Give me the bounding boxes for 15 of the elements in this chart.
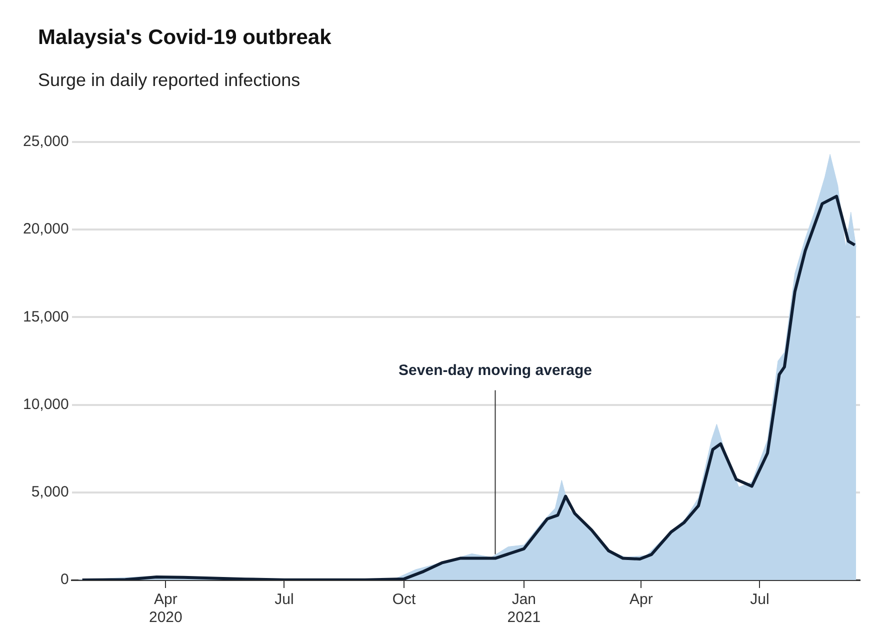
x-tick-label: Jul: [274, 591, 294, 608]
y-tick-label: 25,000: [22, 133, 69, 150]
x-tick-label: Oct: [392, 591, 417, 608]
x-tick-label: Jul: [750, 591, 770, 608]
y-tick-label: 20,000: [22, 220, 69, 238]
x-tick-label: Apr: [629, 591, 653, 608]
x-tick-label: Jan 2021: [507, 591, 541, 626]
annotation: Seven-day moving average: [398, 362, 592, 379]
x-tick-label: Apr 2020: [148, 591, 182, 626]
y-tick-label: 5,000: [31, 484, 69, 501]
y-tick-label: 0: [60, 571, 69, 588]
chart-subtitle: Surge in daily reported infections: [38, 70, 300, 91]
y-tick-label: 10,000: [22, 396, 69, 413]
chart-title: Malaysia's Covid-19 outbreak: [38, 26, 332, 50]
y-tick-label: 15,000: [22, 308, 69, 326]
